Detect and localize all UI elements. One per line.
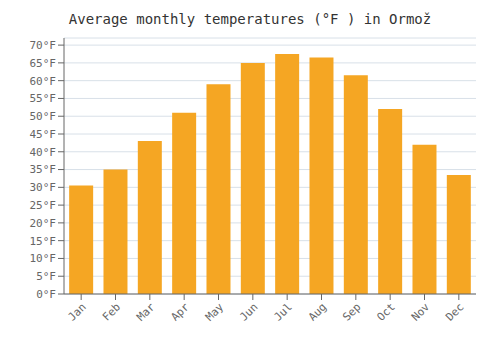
- svg-text:50°F: 50°F: [30, 110, 57, 123]
- svg-text:Mar: Mar: [134, 300, 158, 324]
- svg-text:55°F: 55°F: [30, 92, 57, 105]
- svg-text:60°F: 60°F: [30, 75, 57, 88]
- svg-text:40°F: 40°F: [30, 146, 57, 159]
- svg-text:30°F: 30°F: [30, 181, 57, 194]
- svg-text:0°F: 0°F: [36, 288, 56, 301]
- svg-text:70°F: 70°F: [30, 39, 57, 52]
- svg-text:15°F: 15°F: [30, 235, 57, 248]
- svg-text:Jul: Jul: [272, 300, 295, 323]
- svg-text:5°F: 5°F: [36, 270, 56, 283]
- svg-text:Apr: Apr: [169, 300, 193, 324]
- svg-text:Feb: Feb: [100, 300, 123, 323]
- svg-text:Jun: Jun: [237, 300, 260, 323]
- svg-text:35°F: 35°F: [30, 163, 57, 176]
- svg-text:10°F: 10°F: [30, 252, 57, 265]
- svg-text:May: May: [203, 300, 227, 324]
- svg-text:Aug: Aug: [306, 300, 329, 323]
- svg-text:Sep: Sep: [340, 300, 363, 323]
- svg-text:25°F: 25°F: [30, 199, 57, 212]
- svg-text:65°F: 65°F: [30, 57, 57, 70]
- svg-text:Dec: Dec: [443, 300, 466, 323]
- svg-text:Nov: Nov: [409, 300, 433, 324]
- html-text:Average monthly temperatures (: Average monthly temperatures (°F ) in Or…: [68, 11, 432, 27]
- svg-text:45°F: 45°F: [30, 128, 57, 141]
- svg-text:Jan: Jan: [66, 300, 89, 323]
- svg-text:Oct: Oct: [375, 300, 398, 323]
- svg-text:20°F: 20°F: [30, 217, 57, 230]
